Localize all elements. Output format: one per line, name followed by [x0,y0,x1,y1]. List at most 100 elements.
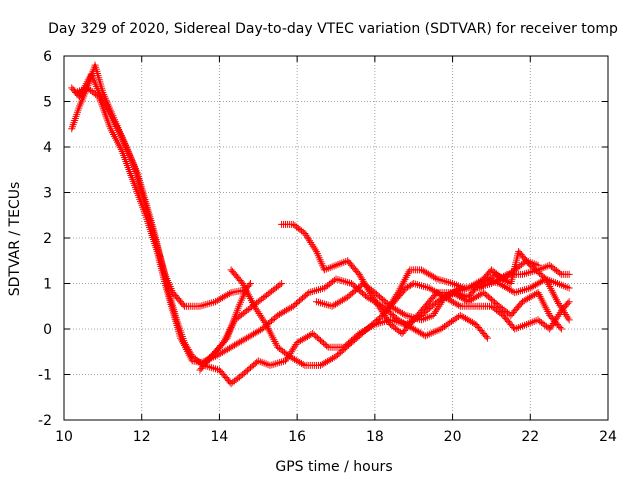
point-marker [323,342,331,350]
point-marker [524,269,532,277]
y-tick-label: 3 [43,186,52,202]
point-marker [299,360,307,368]
point-marker [376,304,384,312]
point-marker [436,300,444,308]
x-tick-label: 18 [366,429,384,445]
point-marker [546,325,554,333]
point-marker [253,306,261,314]
series-track-7 [278,220,565,338]
series-track-3 [72,84,255,367]
point-marker [547,323,555,331]
point-marker [443,278,451,286]
x-tick-label: 12 [133,429,151,445]
point-marker [556,269,564,277]
point-marker [555,300,563,308]
x-tick-label: 10 [55,429,73,445]
point-marker [520,286,528,294]
point-marker [318,285,326,293]
point-marker [513,288,521,296]
point-marker [440,323,448,331]
point-marker [338,277,346,285]
series-track-2 [68,61,573,388]
x-tick-label: 16 [288,429,306,445]
point-marker [320,300,328,308]
point-marker [432,290,440,298]
point-marker [563,312,571,320]
point-marker [438,297,446,305]
point-marker [520,270,528,278]
point-marker [306,237,314,245]
point-marker [261,319,269,327]
y-tick-label: 4 [43,140,52,156]
point-marker [386,301,394,309]
series-track-1 [68,70,247,310]
point-marker [519,286,527,294]
point-marker [448,318,456,326]
point-marker [313,298,321,306]
point-marker [405,282,413,290]
point-marker [206,299,214,307]
x-axis-label: GPS time / hours [275,459,392,475]
point-marker [307,239,315,247]
point-marker [374,300,382,308]
point-marker [417,282,425,290]
point-marker [378,308,386,316]
point-marker [431,308,439,316]
point-marker [444,320,452,328]
point-marker [342,278,350,286]
point-marker [407,281,415,289]
point-marker [556,301,564,309]
point-marker [517,287,525,295]
point-marker [278,280,286,287]
y-tick-label: 2 [43,231,52,247]
point-marker [252,304,260,312]
point-marker [259,315,267,323]
point-marker [318,299,326,307]
point-marker [393,290,401,298]
point-marker [274,359,282,367]
point-marker [382,313,390,321]
point-marker [400,310,408,318]
point-marker [307,288,315,296]
point-marker [429,311,437,319]
point-marker [391,294,399,302]
point-marker [433,306,441,314]
point-marker [179,301,187,309]
point-marker [346,279,354,287]
point-marker [302,231,310,239]
point-marker [403,283,411,291]
point-marker [369,293,377,301]
plot-frame [63,55,609,421]
point-marker [482,333,490,341]
point-marker [412,280,420,288]
point-marker [548,321,556,329]
point-marker [564,314,572,322]
point-marker [451,315,459,323]
point-marker [534,261,542,269]
grid-lines [64,56,608,420]
point-marker [208,364,216,372]
point-marker [377,306,385,314]
point-marker [384,317,392,325]
y-tick-label: 0 [43,322,52,338]
point-marker [484,334,492,342]
point-marker [281,357,289,365]
point-marker [375,302,383,310]
point-marker [553,298,561,306]
point-marker [370,295,378,303]
point-marker [390,296,398,304]
point-marker [515,287,523,295]
y-axis-label: SDTVAR / TECUs [7,182,23,297]
point-marker [431,274,439,282]
point-marker [256,311,264,319]
point-marker [309,242,317,250]
point-marker [316,299,324,307]
point-marker [315,286,323,294]
point-marker [402,284,410,292]
point-marker [322,301,330,309]
point-marker [250,302,258,310]
point-marker [304,235,312,243]
point-marker [565,316,573,324]
